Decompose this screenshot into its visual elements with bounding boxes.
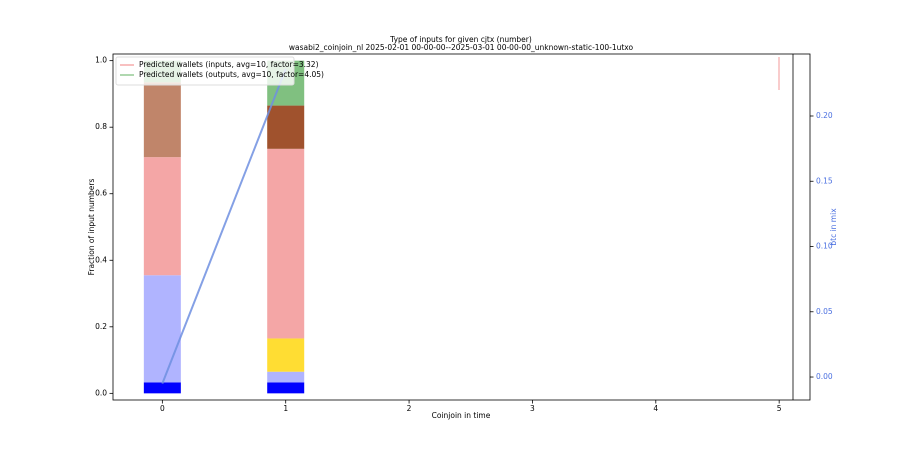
bar-segment: [267, 371, 305, 383]
y2-tick-label: 0.15: [816, 176, 833, 185]
x-tick-label: 2: [407, 404, 412, 413]
chart-title: Type of inputs for given cjtx (number): [389, 35, 532, 44]
bar-segment: [267, 105, 305, 149]
chart-subtitle: wasabi2_coinjoin_nl 2025-02-01 00-00-00-…: [289, 43, 634, 52]
y2-axis-label: btc in mix: [829, 208, 838, 246]
x-tick-label: 1: [283, 404, 288, 413]
y-tick-label: 0.4: [95, 255, 107, 264]
y2-tick-label: 0.20: [816, 111, 833, 120]
bar-segment: [267, 148, 305, 339]
plot-frame: [112, 53, 811, 401]
bar-segment: [143, 82, 181, 158]
y-axis-label: Fraction of input numbers: [87, 179, 96, 276]
bar-segment: [143, 275, 181, 383]
x-tick-label: 0: [160, 404, 165, 413]
bar-segment: [143, 382, 181, 394]
line: [161, 68, 287, 384]
bar-segment: [143, 157, 181, 276]
x-tick-label: 4: [653, 404, 658, 413]
legend-box: [115, 56, 295, 86]
y-tick-label: 1.0: [95, 56, 107, 65]
bar-segment: [267, 338, 305, 372]
bar-segment: [267, 382, 305, 394]
legend: Predicted wallets (inputs, avg=10, facto…: [115, 56, 324, 86]
y-tick-label: 0.2: [95, 322, 107, 331]
x-tick-label: 3: [530, 404, 535, 413]
legend-label: Predicted wallets (outputs, avg=10, fact…: [139, 70, 324, 79]
x-tick-label: 5: [777, 404, 782, 413]
y-tick-label: 0.6: [95, 189, 107, 198]
y-tick-label: 0.8: [95, 122, 107, 131]
y2-tick-label: 0.05: [816, 307, 833, 316]
y2-tick-label: 0.00: [816, 372, 833, 381]
y2-tick-label: 0.10: [816, 242, 833, 251]
legend-label: Predicted wallets (inputs, avg=10, facto…: [139, 60, 319, 69]
x-axis-label: Coinjoin in time: [432, 411, 491, 420]
y-tick-label: 0.0: [95, 388, 107, 397]
